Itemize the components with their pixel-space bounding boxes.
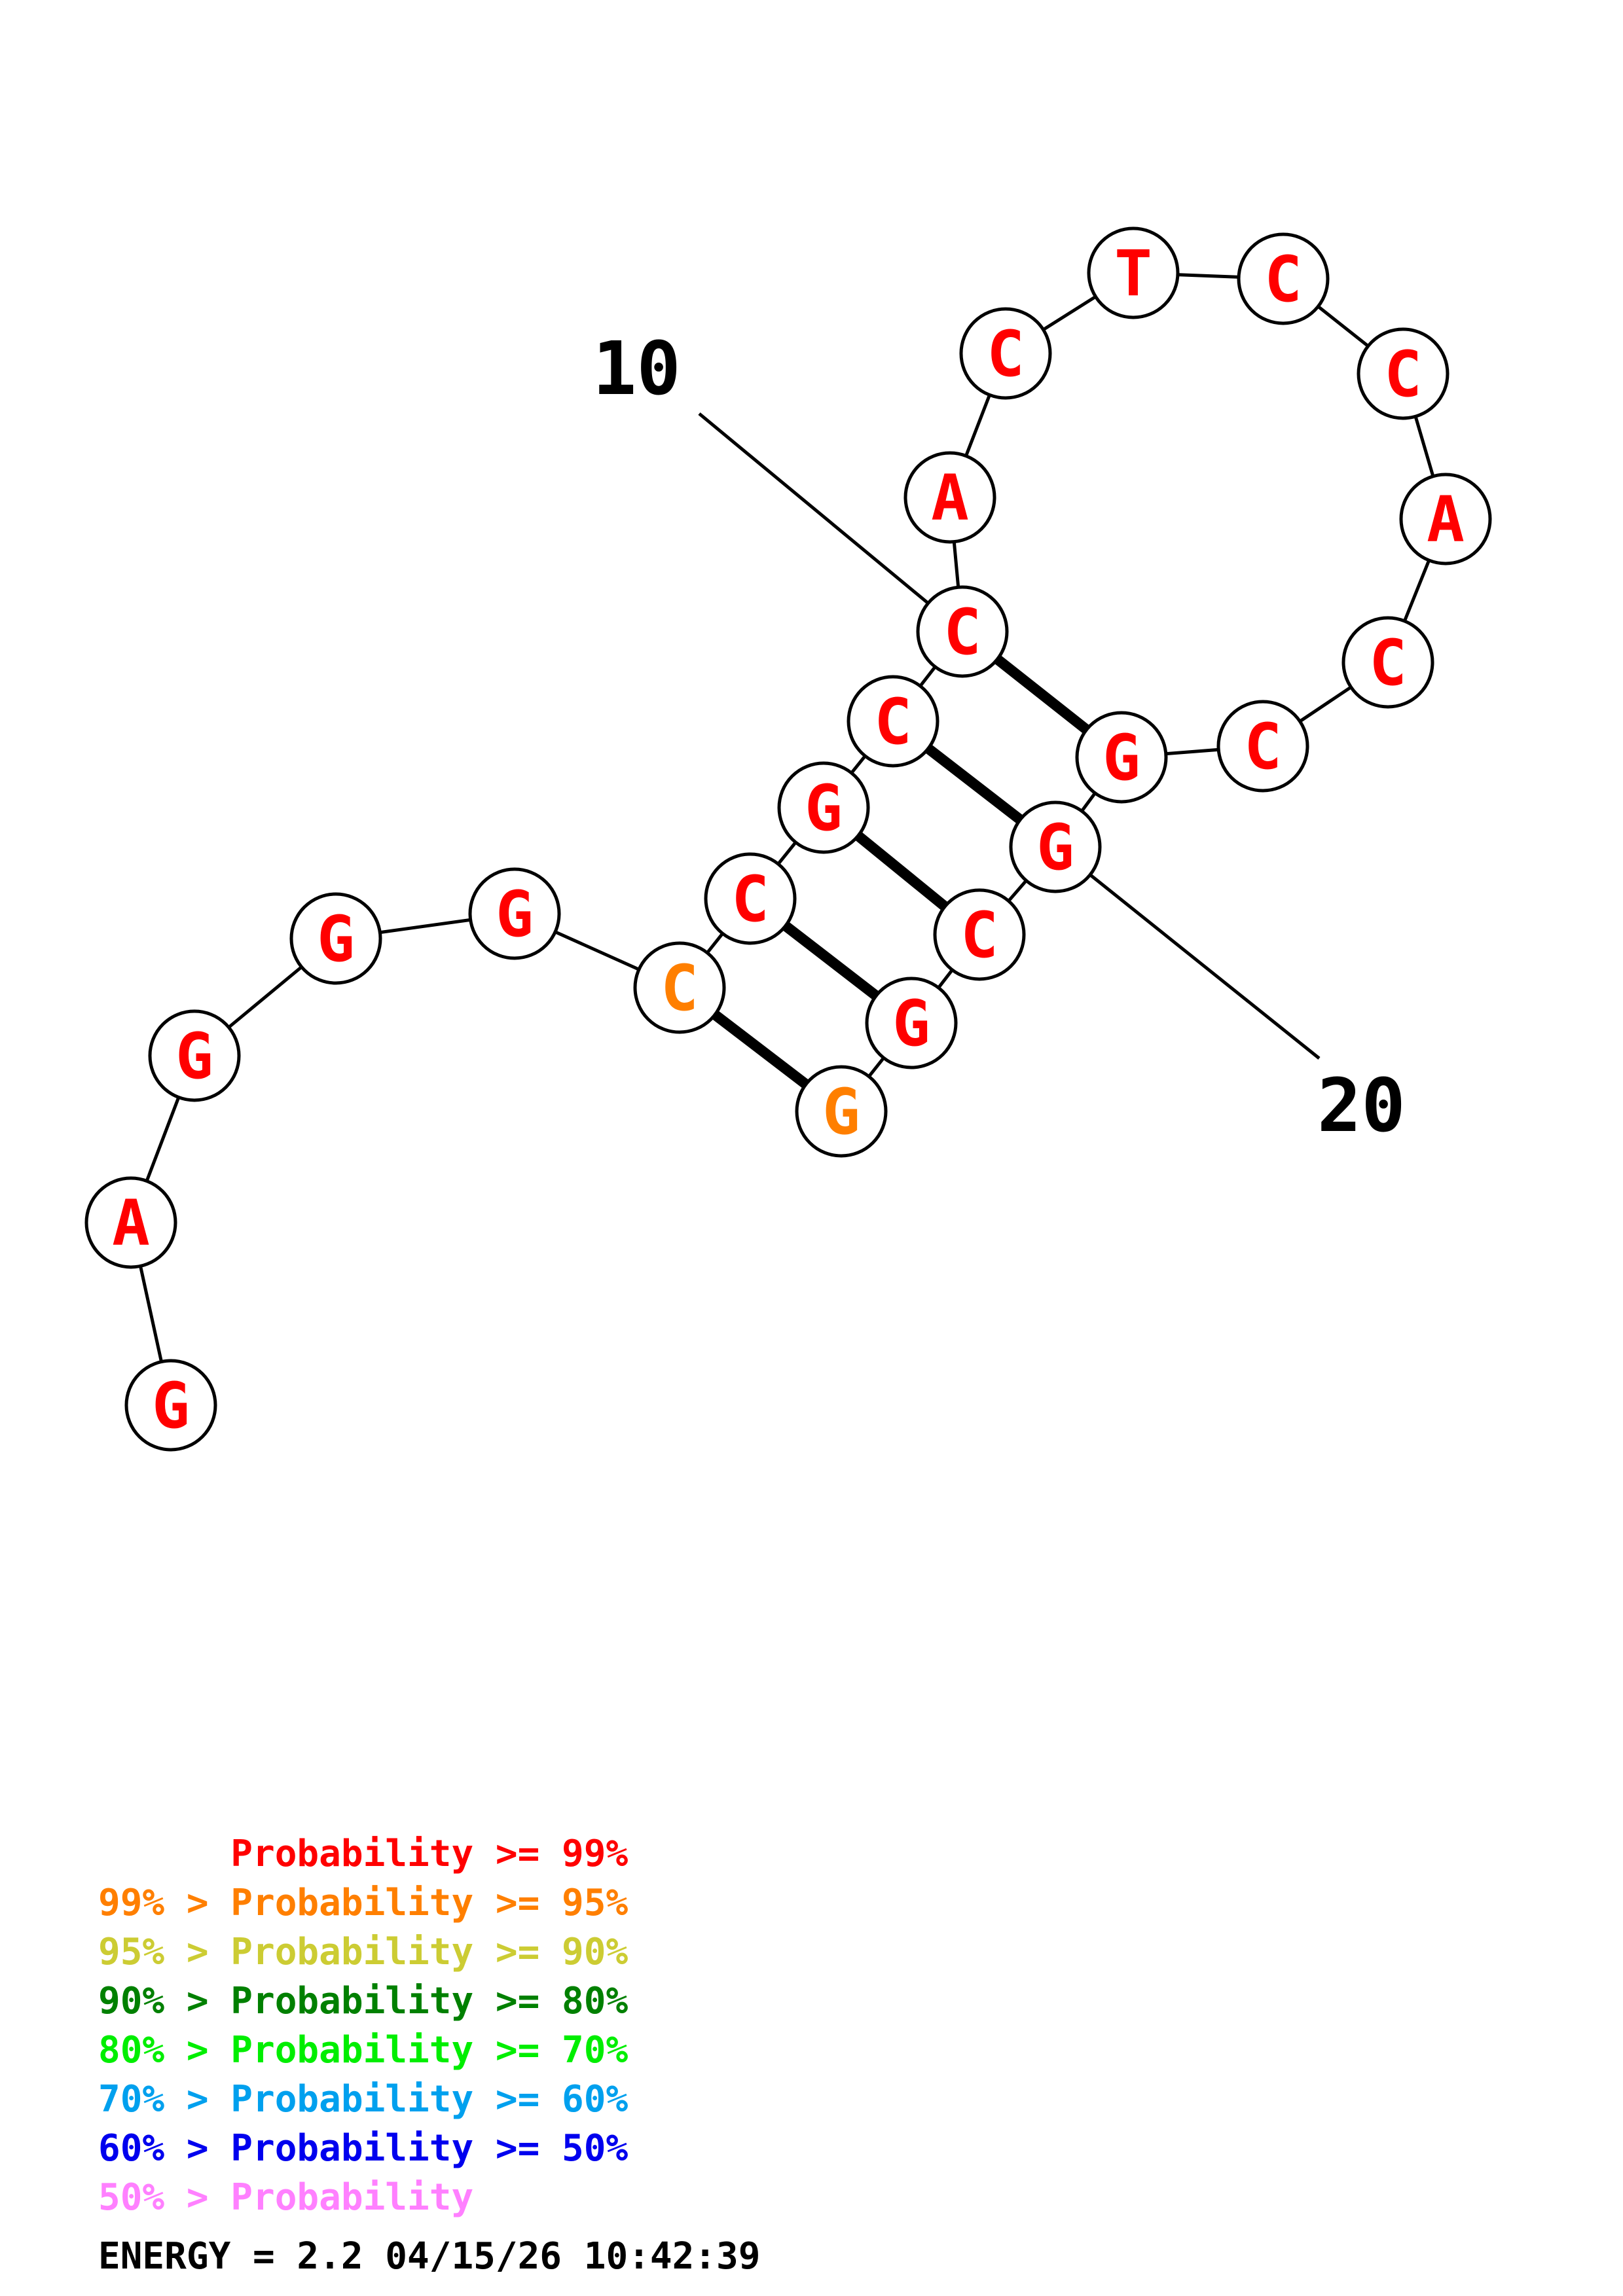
legend-row: 90% > Probability >= 80% [98,1980,628,2022]
nucleotide-letter: C [1369,626,1407,700]
nucleotide-letter: C [960,899,998,972]
nucleotide-15: C [1357,327,1450,420]
backbone [129,271,1448,1406]
legend-row: 70% > Probability >= 60% [98,2078,628,2121]
nucleotide-letter: C [731,863,769,936]
nucleotide-circle [933,888,1026,981]
nucleotide-circle [777,761,870,854]
nucleotide-11: A [903,451,996,544]
legend-row: 95% > Probability >= 90% [98,1931,628,1973]
nucleotide-letter: C [1244,710,1282,783]
position-labels: 10 20 [593,327,1406,1149]
nucleotide-5: G [468,867,561,960]
nucleotide-circle [959,307,1052,400]
nucleotide-letter: G [152,1369,190,1443]
nucleotide-letter: C [987,317,1025,391]
nucleotide-circle [916,585,1009,678]
nucleotide-letter: G [805,772,843,845]
nucleotide-10: C [916,585,1009,678]
nucleotide-circle [1009,800,1102,893]
nucleotide-18: C [1216,700,1309,793]
nucleotide-4: G [289,892,382,985]
nucleotide-letter: C [874,685,912,759]
nucleotide-circle [124,1359,217,1452]
nucleotide-letter: G [496,878,534,951]
energy-line: ENERGY = 2.2 04/15/26 10:42:39 [98,2235,760,2278]
nucleotide-letter: C [1264,243,1302,316]
nucleotide-letter: G [1103,721,1140,795]
nucleotide-21: C [933,888,1026,981]
nucleotide-circle [289,892,382,985]
legend-row: 80% > Probability >= 70% [98,2029,628,2072]
nucleotide-letter: A [931,461,969,535]
nucleotide-7: C [704,852,797,945]
nucleotide-circle [1341,616,1434,709]
nucleotide-20: G [1009,800,1102,893]
nucleotide-circle [468,867,561,960]
position-label-20: 20 [1317,1064,1406,1149]
nucleotide-circle [1237,232,1330,325]
nucleotide-circle [633,941,726,1034]
nucleotide-1: G [124,1359,217,1452]
nucleotide-9: C [847,675,939,768]
nucleotide-circle [903,451,996,544]
nucleotide-8: G [777,761,870,854]
position-label-line [698,412,964,633]
nucleotide-22: G [865,977,958,1069]
nucleotide-circle [84,1176,177,1269]
nucleotide-3: G [148,1009,241,1102]
nucleotide-circle [1075,711,1168,804]
nucleotide-letter: G [1036,811,1074,884]
nucleotide-circle [148,1009,241,1102]
probability-legend: Probability >= 99% 99% > Probability >= 9… [98,1833,628,2219]
nucleotide-23: G [795,1065,888,1158]
nucleotide-circle [704,852,797,945]
nucleotide-circle [795,1065,888,1158]
nucleotide-6: C [633,941,726,1034]
nucleotide-19: G [1075,711,1168,804]
nucleotide-letter: C [1384,338,1422,411]
nucleotide-circle [847,675,939,768]
nucleotide-circle [1357,327,1450,420]
nucleotide-circle [865,977,958,1069]
nucleotide-letter: G [317,903,355,976]
nucleotide-letter: T [1114,237,1152,310]
legend-row: 99% > Probability >= 95% [98,1882,628,1924]
nucleotide-16: A [1399,473,1492,565]
nucleotide-17: C [1341,616,1434,709]
position-label-10: 10 [593,327,681,412]
nucleotide-2: A [84,1176,177,1269]
nucleotide-letter: C [943,596,981,669]
nucleotide-circle [1087,226,1180,319]
nucleotide-14: C [1237,232,1330,325]
nucleotide-letter: G [892,987,930,1060]
position-label-line [1054,846,1321,1060]
nucleotide-12: C [959,307,1052,400]
legend-row: 60% > Probability >= 50% [98,2127,628,2170]
nucleotide-circle [1399,473,1492,565]
position-label-lines [698,412,1321,1060]
nucleotide-13: T [1087,226,1180,319]
nucleotide-circle [1216,700,1309,793]
nucleotide-letter: G [822,1075,860,1149]
nucleotide-letter: C [661,952,699,1025]
nucleotide-letter: G [175,1020,213,1093]
legend-row: Probability >= 99% [98,1833,628,1875]
nucleotide-letter: A [112,1187,150,1260]
legend-row: 50% > Probability [98,2176,473,2219]
nucleotide-letter: A [1427,483,1465,556]
